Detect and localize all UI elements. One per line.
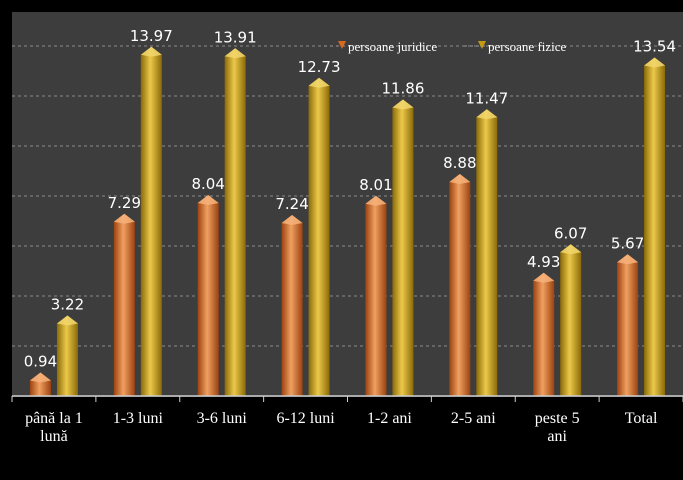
bar-fizice (392, 99, 414, 396)
bar-cap (449, 174, 471, 184)
data-label: 8.04 (191, 175, 224, 193)
x-tick-label: peste 5 ani (535, 410, 580, 445)
data-label: 11.86 (381, 80, 424, 98)
x-tick-label: 3-6 luni (197, 410, 248, 427)
bar-fizice (56, 315, 78, 396)
bar-cap (56, 315, 78, 326)
bar-fizice (224, 48, 246, 396)
bar-cap (308, 77, 330, 88)
bar-cap (644, 57, 666, 68)
bar-juridice (617, 254, 639, 396)
bar-cap (197, 195, 219, 205)
bar-juridice (281, 215, 303, 396)
legend-swatch (478, 41, 486, 49)
bar-cap (476, 109, 498, 120)
data-label: 5.67 (611, 234, 644, 252)
bar-fizice (644, 57, 666, 396)
legend-swatch (338, 41, 346, 49)
legend-label: persoane juridice (348, 39, 437, 54)
x-tick-label: Total (625, 410, 658, 427)
bar-cap (617, 254, 639, 265)
bar-cap (392, 99, 414, 110)
bar-juridice (113, 213, 135, 396)
data-label: 8.88 (443, 154, 476, 172)
data-label: 7.29 (108, 194, 141, 212)
x-tick-label: 6-12 luni (276, 410, 335, 427)
bar-cap (140, 46, 162, 57)
bar-cap (281, 215, 303, 225)
legend-label: persoane fizice (488, 39, 567, 54)
x-tick-label: 1-2 ani (367, 410, 412, 427)
bar-fizice (476, 109, 498, 396)
bar-juridice (533, 272, 555, 396)
data-labels: 0.94 3.22 7.29 13.97 8.04 13.91 7.24 12.73 8.01 1… (24, 27, 676, 371)
data-label: 4.93 (527, 253, 560, 271)
bar-cap (533, 272, 555, 283)
bar-cap (113, 213, 135, 224)
x-tick-label: 2-5 ani (451, 410, 496, 427)
bar-cap (365, 195, 387, 206)
x-tick-label: până la 1 lună (25, 410, 83, 445)
data-label: 6.07 (554, 224, 587, 242)
data-label: 8.01 (359, 176, 392, 194)
bar-fizice (308, 77, 330, 396)
data-label: 0.94 (24, 353, 57, 371)
bar-juridice (197, 195, 219, 396)
data-label: 13.54 (633, 38, 676, 56)
bar-cap (224, 48, 246, 59)
data-label: 13.97 (130, 27, 173, 45)
data-label: 13.91 (214, 28, 257, 46)
bar-cap (560, 244, 582, 255)
legend: persoane juridice persoane fizice (324, 39, 567, 54)
data-label: 11.47 (465, 89, 508, 107)
x-tick-label: 1-3 luni (113, 410, 164, 427)
x-axis-tick-labels: până la 1 lună 1-3 luni 3-6 luni 6-12 luni 1-… (11, 396, 683, 445)
bars (29, 46, 666, 396)
data-label: 7.24 (275, 195, 308, 213)
bar-fizice (560, 244, 582, 396)
data-label: 3.22 (51, 296, 84, 314)
data-label: 12.73 (298, 58, 341, 76)
bar-cap (29, 372, 51, 383)
bar-fizice (140, 46, 162, 396)
bar-juridice (449, 174, 471, 396)
bar-juridice (365, 195, 387, 396)
